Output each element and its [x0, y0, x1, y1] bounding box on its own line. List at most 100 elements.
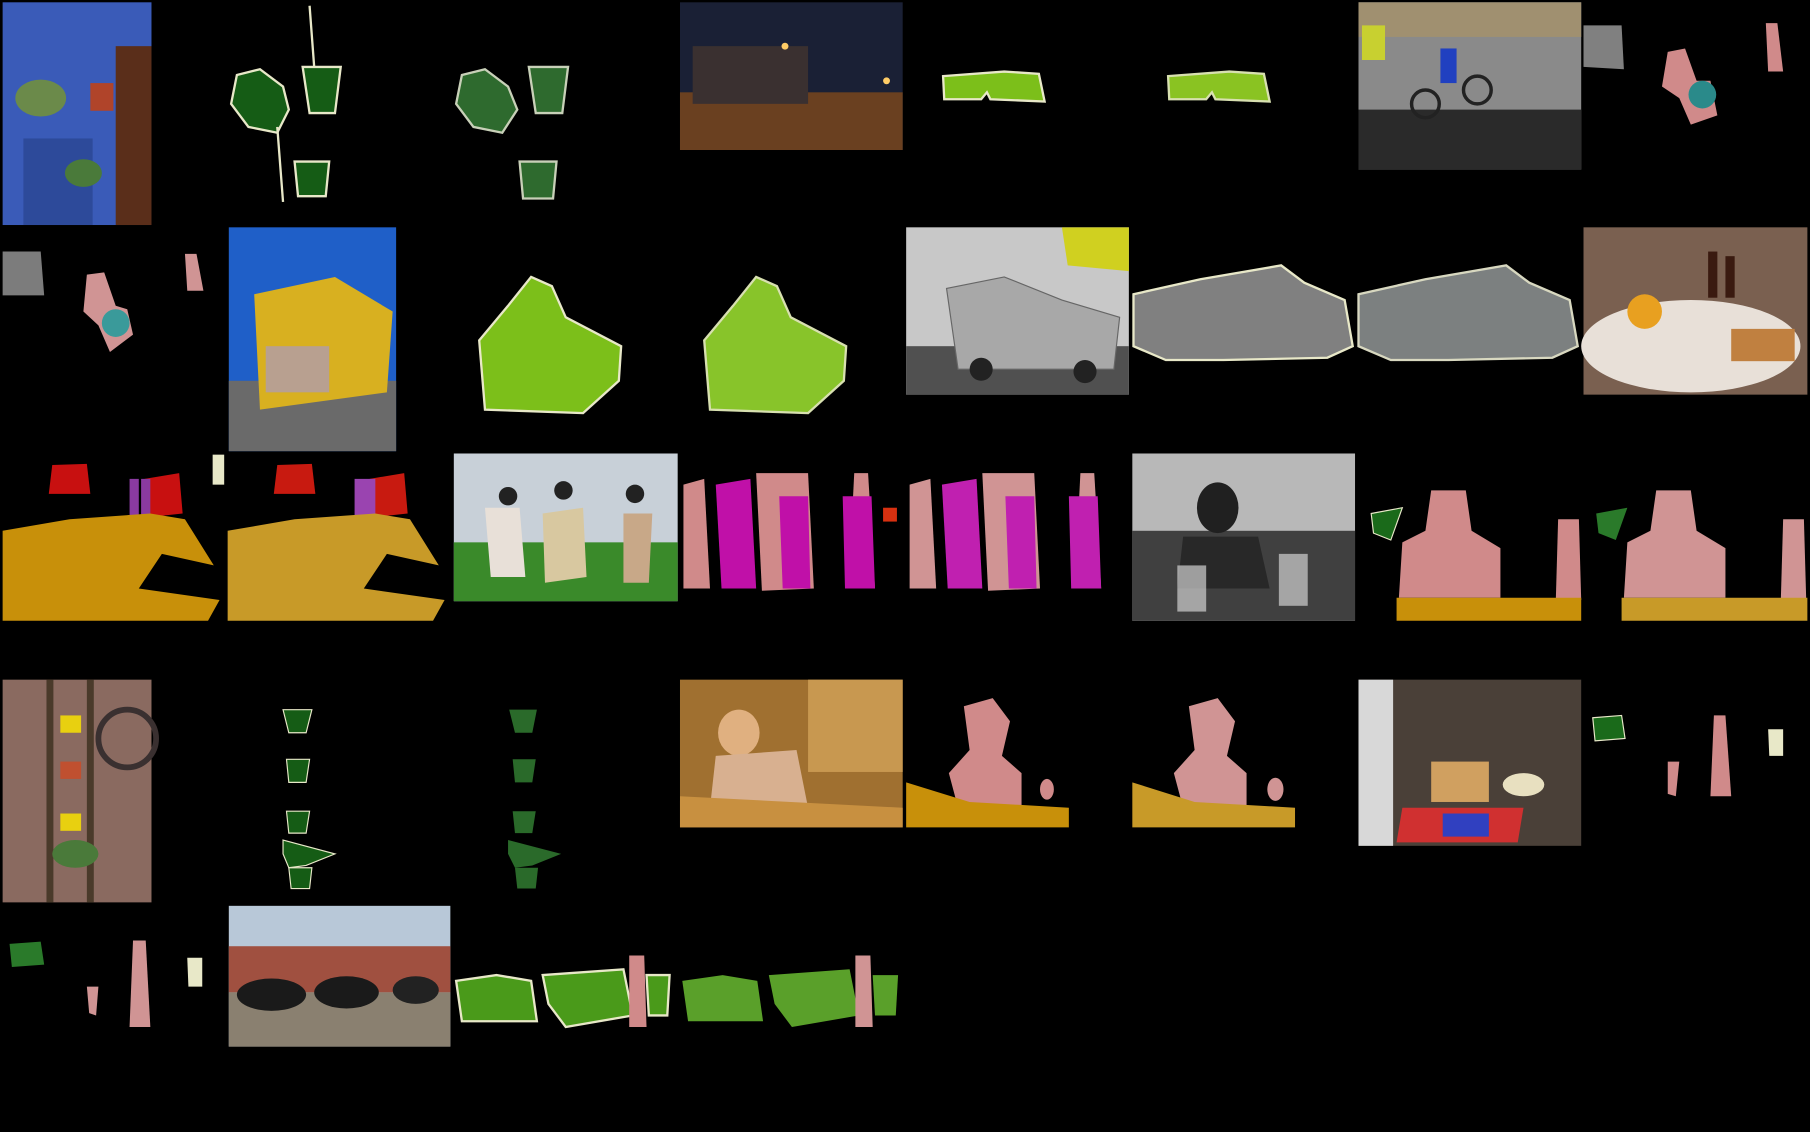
region: [64, 159, 102, 187]
region: [1358, 2, 1582, 37]
region: [1688, 80, 1717, 109]
mask-woman-pred: [1596, 490, 1808, 621]
region: [282, 709, 313, 734]
region: [518, 160, 558, 200]
region: [1196, 482, 1239, 534]
region: [527, 65, 570, 115]
region: [683, 478, 710, 589]
region: [60, 715, 82, 733]
region: [779, 496, 811, 589]
region: [1396, 597, 1582, 621]
region: [484, 507, 526, 577]
mask-garage: [1592, 714, 1784, 797]
photo-bike: [1358, 2, 1582, 170]
region: [1596, 507, 1628, 541]
mask-woman: [1370, 490, 1582, 621]
region: [1583, 25, 1624, 70]
region: [512, 759, 536, 783]
mask-horses-pred: [909, 473, 1102, 591]
region: [1068, 496, 1102, 589]
region: [115, 46, 152, 226]
mask-loco-pred: [703, 275, 848, 415]
region: [236, 978, 307, 1011]
region: [129, 478, 139, 526]
region: [144, 473, 183, 517]
region: [184, 253, 204, 291]
region: [1173, 698, 1247, 808]
region: [288, 867, 313, 890]
region: [1061, 227, 1129, 272]
region: [1725, 256, 1735, 298]
region: [285, 810, 311, 834]
region: [282, 839, 337, 869]
region: [354, 478, 376, 526]
region: [46, 679, 54, 903]
mask-bike-pred: [2, 251, 204, 352]
region: [301, 65, 343, 115]
region: [969, 357, 993, 381]
region: [454, 67, 519, 134]
region: [1667, 761, 1680, 797]
region: [1132, 782, 1296, 828]
region: [273, 463, 316, 494]
region: [1358, 679, 1394, 846]
region: [48, 463, 91, 494]
region: [1040, 778, 1054, 800]
mask-pots: [229, 5, 343, 203]
mask-garage-pred: [9, 940, 203, 1027]
mask-buffalo-pred: [682, 955, 899, 1027]
region: [454, 973, 539, 1023]
region: [1780, 519, 1807, 601]
region: [629, 955, 647, 1027]
region: [2, 679, 152, 903]
region: [1073, 360, 1097, 384]
region: [1278, 553, 1308, 606]
region: [498, 486, 518, 506]
region: [709, 750, 809, 808]
region: [1431, 761, 1489, 802]
region: [1768, 729, 1784, 756]
region: [541, 968, 635, 1029]
region: [1592, 714, 1626, 742]
region: [508, 840, 562, 868]
region: [212, 454, 225, 485]
mask-child-pred: [1132, 698, 1296, 828]
region: [692, 46, 809, 104]
region: [1710, 715, 1732, 797]
region: [314, 976, 379, 1009]
mask-car: [1132, 264, 1355, 362]
region: [1370, 506, 1404, 541]
mask-pots-pred: [454, 65, 570, 200]
region: [229, 67, 291, 135]
region: [1177, 565, 1207, 612]
region: [906, 782, 1069, 828]
region: [883, 77, 890, 85]
region: [369, 473, 408, 517]
region: [1267, 777, 1284, 801]
region: [1502, 773, 1545, 797]
photo-garage: [1358, 679, 1582, 846]
region: [52, 840, 99, 868]
region: [1621, 597, 1808, 621]
region: [623, 513, 653, 583]
region: [293, 160, 331, 198]
region: [1361, 25, 1386, 61]
mask-table-pred: [227, 463, 445, 621]
region: [1627, 294, 1662, 329]
region: [141, 478, 151, 526]
photo-blue-wall: [2, 2, 152, 226]
region: [941, 478, 983, 589]
region: [1440, 48, 1457, 84]
photo-horses: [453, 453, 678, 602]
region: [1409, 88, 1441, 120]
mask-ladder-pots: [282, 709, 337, 890]
region: [768, 969, 859, 1027]
region: [2, 251, 45, 296]
mask-buffalo: [454, 955, 671, 1029]
region: [679, 796, 903, 828]
region: [9, 941, 45, 967]
region: [1442, 813, 1489, 837]
region: [909, 478, 937, 589]
photo-food: [1581, 227, 1808, 395]
photo-brick: [2, 679, 159, 903]
